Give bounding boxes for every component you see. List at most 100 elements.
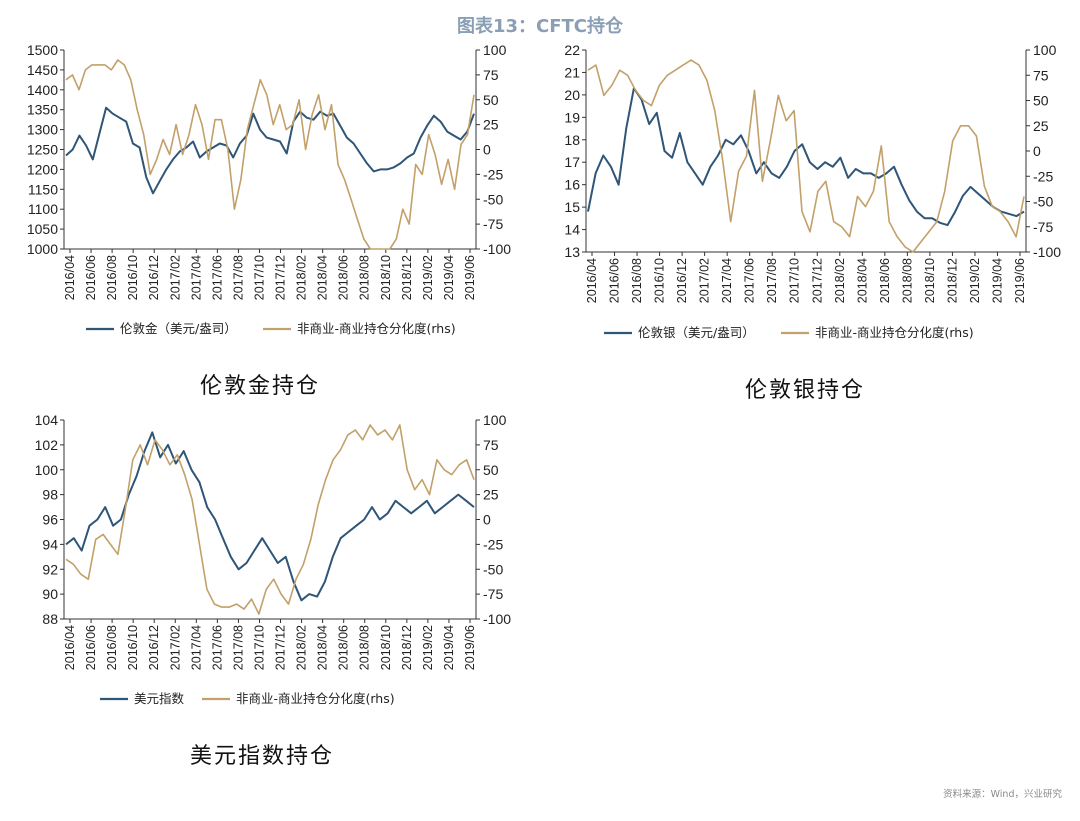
x-tick-label: 2018/06 [337, 255, 351, 300]
chart-panel-dxy: 88 90 92 94 96 98 100 102 104 -100 -75 -50 -25 0 25 50 7… [0, 400, 540, 720]
x-tick-label: 2018/10 [379, 255, 393, 300]
x-tick-label: 2019/04 [442, 625, 456, 670]
x-tick-label: 2018/08 [358, 255, 372, 300]
left-tick-label: 90 [42, 586, 58, 602]
right-tick-label: 100 [1033, 42, 1057, 58]
left-tick-label: 13 [564, 244, 580, 260]
left-tick-label: 1250 [27, 142, 58, 158]
left-tick-label: 20 [564, 87, 580, 103]
left-tick-label: 22 [564, 42, 580, 58]
left-tick-label: 96 [42, 512, 58, 528]
series-line-1 [587, 59, 1025, 253]
x-tick-label: 2019/02 [968, 258, 982, 303]
left-tick-label: 1400 [27, 82, 58, 98]
x-tick-label: 2018/12 [945, 258, 959, 303]
left-tick-label: 1000 [27, 241, 58, 257]
x-tick-label: 2019/04 [442, 255, 456, 300]
right-tick-label: 0 [483, 142, 491, 158]
x-tick-label: 2016/06 [84, 625, 98, 670]
x-tick-label: 2019/02 [421, 255, 435, 300]
series-line-0 [65, 106, 475, 195]
x-tick-label: 2016/08 [630, 258, 644, 303]
x-tick-label: 2017/04 [189, 625, 203, 670]
left-tick-label: 98 [42, 487, 58, 503]
x-tick-label: 2019/02 [421, 625, 435, 670]
left-tick-label: 1450 [27, 62, 58, 78]
gold-caption: 伦敦金持仓 [200, 374, 321, 399]
right-tick-label: 75 [483, 67, 499, 83]
left-tick-label: 16 [564, 177, 580, 193]
x-tick-label: 2018/10 [379, 625, 393, 670]
right-tick-label: 50 [483, 462, 499, 478]
left-tick-label: 17 [564, 154, 580, 170]
right-tick-label: 25 [1033, 118, 1049, 134]
x-tick-label: 2018/04 [855, 258, 869, 303]
right-tick-label: 100 [483, 42, 507, 58]
left-tick-label: 1200 [27, 161, 58, 177]
x-tick-label: 2018/02 [295, 625, 309, 670]
right-tick-label: -25 [1033, 168, 1053, 184]
left-tick-label: 1500 [27, 42, 58, 58]
right-tick-label: -50 [483, 191, 503, 207]
x-tick-label: 2017/10 [252, 255, 266, 300]
x-tick-label: 2018/10 [923, 258, 937, 303]
x-tick-label: 2017/10 [788, 258, 802, 303]
x-tick-label: 2017/04 [720, 258, 734, 303]
right-tick-label: -50 [1033, 194, 1053, 210]
silver-chart: 13 14 15 16 17 18 19 20 21 22 -100 -75 -50 -25 0 25 50 75… [564, 42, 1061, 340]
x-tick-label: 2017/10 [252, 625, 266, 670]
x-tick-label: 2016/04 [63, 625, 77, 670]
x-tick-label: 2016/08 [105, 625, 119, 670]
x-tick-label: 2016/12 [147, 255, 161, 300]
series-line-1 [65, 59, 475, 250]
left-tick-label: 18 [564, 132, 580, 148]
left-tick-label: 1100 [28, 201, 58, 217]
right-tick-label: 0 [483, 512, 491, 528]
x-tick-label: 2019/06 [463, 255, 477, 300]
left-tick-label: 15 [564, 199, 580, 215]
x-tick-label: 2018/02 [833, 258, 847, 303]
series-line-0 [587, 87, 1025, 227]
x-tick-label: 2018/08 [900, 258, 914, 303]
x-tick-label: 2017/12 [274, 255, 288, 300]
right-tick-label: -25 [483, 166, 503, 182]
legend-label: 非商业-商业持仓分化度(rhs) [236, 691, 395, 706]
x-tick-label: 2018/08 [358, 625, 372, 670]
x-tick-label: 2019/06 [1013, 258, 1027, 303]
series-line-0 [65, 431, 475, 602]
x-tick-label: 2017/06 [210, 625, 224, 670]
right-tick-label: -25 [483, 536, 503, 552]
right-tick-label: 100 [483, 412, 507, 428]
right-tick-label: 50 [483, 92, 499, 108]
x-tick-label: 2018/04 [316, 625, 330, 670]
dxy-chart: 88 90 92 94 96 98 100 102 104 -100 -75 -50 -25 0 25 50 7… [35, 412, 512, 706]
x-tick-label: 2017/02 [168, 255, 182, 300]
x-tick-label: 2017/06 [210, 255, 224, 300]
x-tick-label: 2017/04 [189, 255, 203, 300]
right-tick-label: -75 [483, 586, 503, 602]
legend-label: 非商业-商业持仓分化度(rhs) [297, 321, 456, 336]
x-tick-label: 2018/02 [295, 255, 309, 300]
left-tick-label: 88 [42, 611, 58, 627]
x-tick-label: 2017/02 [698, 258, 712, 303]
x-tick-label: 2018/06 [878, 258, 892, 303]
x-tick-label: 2017/08 [231, 255, 245, 300]
x-tick-label: 2018/12 [400, 255, 414, 300]
left-tick-label: 1150 [28, 181, 58, 197]
legend-label: 伦敦银（美元/盎司） [638, 325, 755, 340]
x-tick-label: 2016/10 [126, 625, 140, 670]
x-tick-label: 2018/04 [316, 255, 330, 300]
dxy-caption: 美元指数持仓 [190, 744, 335, 769]
right-tick-label: 25 [483, 487, 499, 503]
gold-chart: 1000105011001150120012501300135014001450… [27, 42, 511, 336]
x-tick-label: 2016/12 [675, 258, 689, 303]
x-tick-label: 2017/08 [231, 625, 245, 670]
right-tick-label: -75 [483, 216, 503, 232]
x-tick-label: 2017/06 [743, 258, 757, 303]
chart-panel-gold: 1000 1050 1100 1150 1200 1250 1300 1350 1400 1450… [0, 30, 540, 350]
left-tick-label: 100 [35, 462, 59, 478]
left-tick-label: 1050 [27, 221, 58, 237]
right-tick-label: 50 [1033, 93, 1049, 109]
x-tick-label: 2016/10 [126, 255, 140, 300]
x-tick-label: 2017/08 [765, 258, 779, 303]
